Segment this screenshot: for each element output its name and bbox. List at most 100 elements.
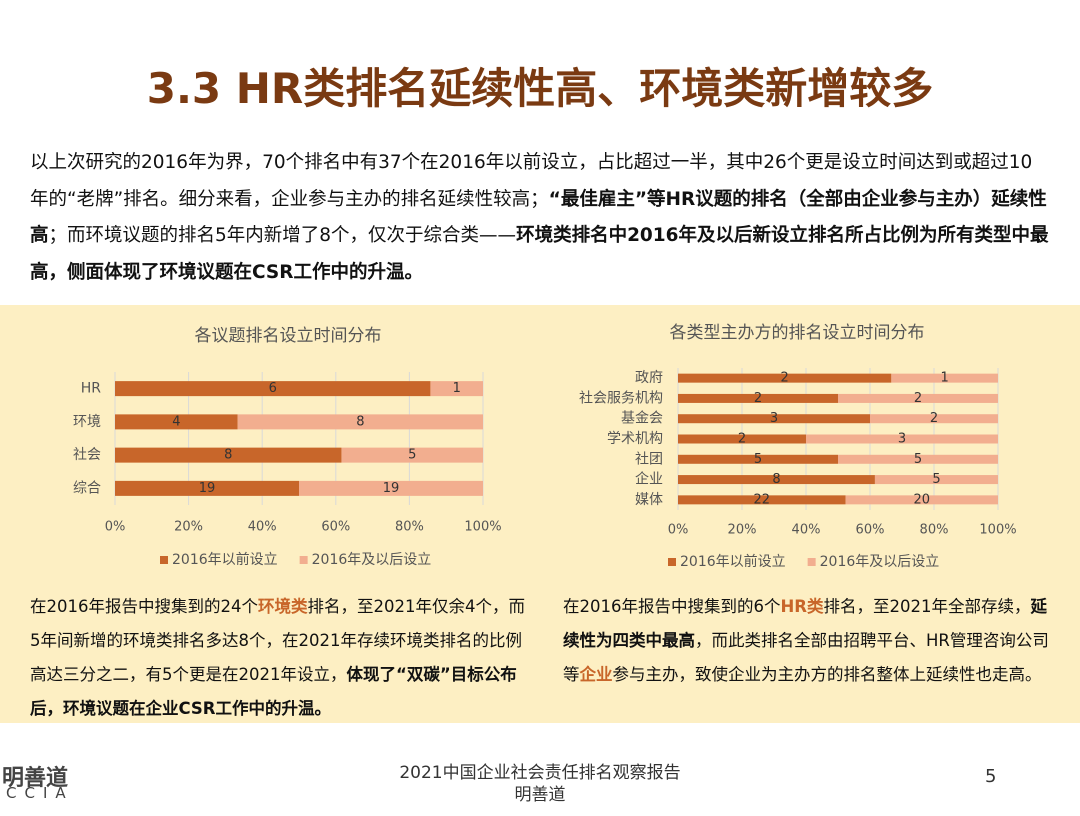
x-tick-label: 100%	[979, 523, 1016, 538]
text-run: 排名，至2021年仅余4个，而5年间新增的环境类排名多达8个，在2021年存续环…	[30, 597, 525, 684]
data-label: 2	[930, 411, 938, 426]
y-tick-label: 社会	[73, 447, 101, 463]
data-label: 2	[754, 391, 762, 406]
text-run: 排名，至2021年全部存续，	[823, 597, 1031, 616]
footer-report: 2021中国企业社会责任排名观察报告	[399, 763, 681, 783]
x-tick-label: 40%	[792, 523, 821, 538]
y-tick-label: 媒体	[635, 492, 663, 508]
bar-segment	[115, 414, 238, 430]
bar-segment	[678, 454, 838, 464]
y-tick-label: 综合	[73, 480, 101, 496]
legend-swatch	[668, 558, 676, 566]
bar-segment	[299, 480, 483, 496]
text-run: “最佳雇主”等HR议题的排名（全部由企业参与主办）延续性高	[30, 188, 1047, 247]
legend-label: 2016年及以后设立	[312, 552, 432, 568]
data-label: 1	[453, 381, 461, 396]
bar-segment	[891, 373, 998, 383]
text-run: 以上次研究的2016年为界，70个排名中有37个在2016年以前设立，占比超过一…	[30, 152, 1033, 210]
legend-swatch	[299, 556, 308, 564]
y-tick-label: HR	[81, 381, 102, 397]
logo-cn: 明善道	[2, 766, 69, 791]
y-tick-label: 企业	[635, 471, 663, 488]
data-label: 20	[914, 492, 931, 507]
legend-label: 2016年及以后设立	[820, 554, 940, 570]
y-tick-label: 政府	[635, 370, 663, 386]
data-label: 22	[754, 492, 771, 507]
x-tick-label: 20%	[728, 523, 757, 538]
footer-org: 明善道	[514, 785, 566, 805]
text-run: 企业	[579, 665, 613, 684]
data-label: 2	[914, 391, 922, 406]
x-tick-label: 20%	[174, 520, 203, 535]
data-label: 5	[754, 452, 762, 467]
x-tick-label: 0%	[105, 520, 126, 535]
data-label: 2	[738, 432, 746, 447]
text-run: 在2016年报告中搜集到的6个	[563, 597, 781, 616]
bar-segment	[678, 414, 870, 424]
x-tick-label: 60%	[856, 523, 885, 538]
bar-segment	[678, 495, 846, 505]
bar-segment	[838, 393, 998, 403]
slide-title: 3.3 HR类排名延续性高、环境类新增较多	[146, 64, 934, 113]
text-run: 在2016年报告中搜集到的24个	[30, 597, 258, 616]
data-label: 3	[770, 411, 778, 426]
x-tick-label: 40%	[248, 520, 277, 535]
x-tick-label: 60%	[321, 520, 350, 535]
legend-label: 2016年以前设立	[172, 551, 278, 568]
y-tick-label: 社团	[635, 451, 663, 467]
bar-segment	[845, 495, 998, 505]
data-label: 8	[356, 414, 364, 429]
data-label: 5	[914, 452, 922, 467]
data-label: 19	[199, 481, 216, 496]
bar-segment	[678, 393, 838, 403]
data-label: 5	[408, 448, 416, 463]
bar-segment	[115, 480, 299, 496]
data-label: 19	[383, 481, 400, 496]
bar-segment	[430, 381, 483, 397]
y-tick-label: 环境	[73, 414, 101, 430]
logo-en: CCIA	[6, 784, 74, 802]
data-label: 2	[781, 371, 789, 386]
bar-segment	[115, 447, 342, 463]
data-label: 4	[172, 414, 180, 429]
text-run: ，而此类排名全部由招聘平台、HR管理咨询公司等	[563, 631, 1049, 684]
data-label: 3	[898, 432, 906, 447]
bar-segment	[678, 475, 875, 485]
bar-segment	[678, 434, 806, 444]
chart-title: 各类型主办方的排名设立时间分布	[670, 323, 925, 343]
bar-segment	[874, 475, 998, 485]
text-run: 延续性为四类中最高	[563, 597, 1048, 650]
data-label: 8	[224, 448, 232, 463]
bar-segment	[115, 381, 431, 397]
text-run: 环境类	[258, 597, 308, 616]
bar-segment	[678, 373, 892, 383]
caption: 在2016年报告中搜集到的24个环境类排名，至2021年仅余4个，而5年间新增的…	[30, 590, 535, 726]
legend-label: 2016年以前设立	[680, 553, 786, 570]
text-run: HR类	[780, 597, 824, 616]
y-tick-label: 社会服务机构	[579, 390, 663, 406]
text-run: 体现了“双碳”目标公布后，环境议题在企业CSR工作中的升温。	[30, 665, 517, 718]
y-tick-label: 学术机构	[607, 431, 663, 447]
bar-segment	[806, 434, 998, 444]
x-tick-label: 80%	[395, 520, 424, 535]
legend-swatch	[160, 556, 168, 564]
bar-segment	[237, 414, 483, 430]
bar-segment	[838, 454, 998, 464]
text-run: 参与主办，致使企业为主办方的排名整体上延续性也走高。	[612, 665, 1042, 684]
text-run: 环境类排名中2016年及以后新设立排名所占比例为所有类型中最高，侧面体现了环境议…	[30, 225, 1049, 283]
page-number: 5	[985, 766, 997, 787]
bar-segment	[341, 447, 483, 463]
text-run: ；而环境议题的排名5年内新增了8个，仅次于综合类——	[48, 225, 517, 246]
data-label: 6	[269, 381, 277, 396]
paragraph: 以上次研究的2016年为界，70个排名中有37个在2016年以前设立，占比超过一…	[30, 145, 1050, 291]
y-tick-label: 基金会	[621, 410, 663, 427]
x-tick-label: 80%	[920, 523, 949, 538]
x-tick-label: 0%	[668, 523, 689, 538]
data-label: 1	[941, 371, 949, 386]
chart-title: 各议题排名设立时间分布	[195, 326, 382, 346]
x-tick-label: 100%	[464, 520, 501, 535]
bar-segment	[870, 414, 998, 424]
legend-swatch	[807, 558, 816, 566]
